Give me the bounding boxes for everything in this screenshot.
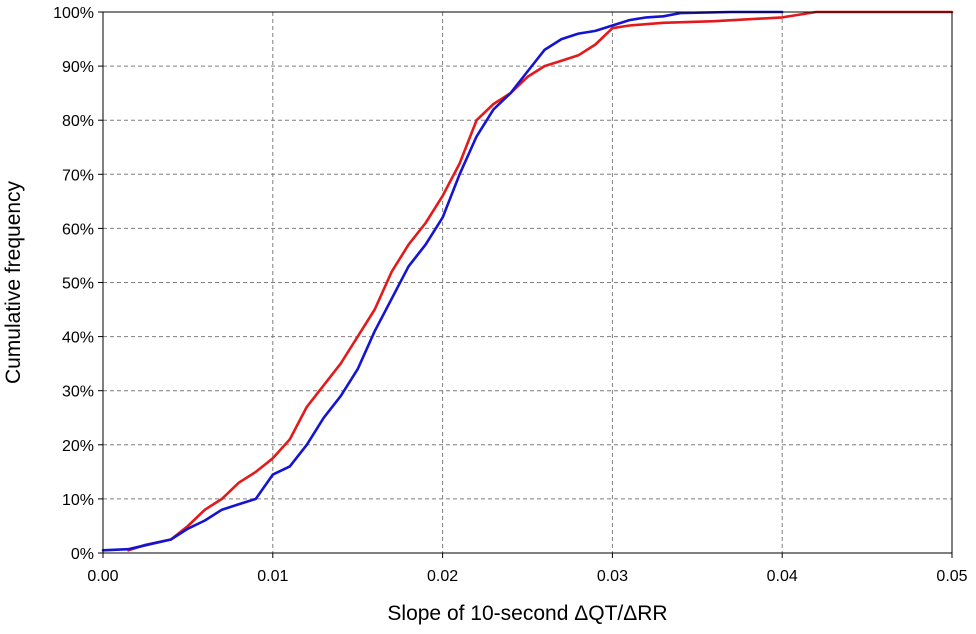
series-line-0	[127, 10, 954, 552]
x-tick-label: 0.02	[427, 568, 458, 585]
x-tick-label: 0.04	[767, 568, 798, 585]
x-tick-label: 0.03	[597, 568, 628, 585]
y-tick-label: 40%	[62, 330, 94, 347]
y-tick-label: 10%	[62, 492, 94, 509]
series-line-1	[101, 10, 784, 552]
y-tick-label: 0%	[71, 546, 94, 563]
axis-ticks: 0% 10% 20% 30% 40% 50% 60% 70% 80% 90% 100% 0.00 0.0…	[53, 5, 968, 585]
y-tick-label: 20%	[62, 438, 94, 455]
y-tick-label: 90%	[62, 59, 94, 76]
y-tick-label: 30%	[62, 384, 94, 401]
y-tick-label: 50%	[62, 276, 94, 293]
y-tick-label: 100%	[53, 5, 94, 22]
y-axis-title: Cumulative frequency	[2, 180, 25, 384]
x-tick-label: 0.01	[257, 568, 288, 585]
grid-lines	[103, 12, 952, 553]
y-tick-label: 80%	[62, 113, 94, 130]
x-tick-label: 0.00	[87, 568, 118, 585]
y-tick-label: 60%	[62, 221, 94, 238]
y-tick-label: 70%	[62, 167, 94, 184]
x-axis-title: Slope of 10-second ΔQT/ΔRR	[387, 602, 667, 625]
x-tick-label: 0.05	[936, 568, 967, 585]
series-lines	[101, 10, 954, 552]
